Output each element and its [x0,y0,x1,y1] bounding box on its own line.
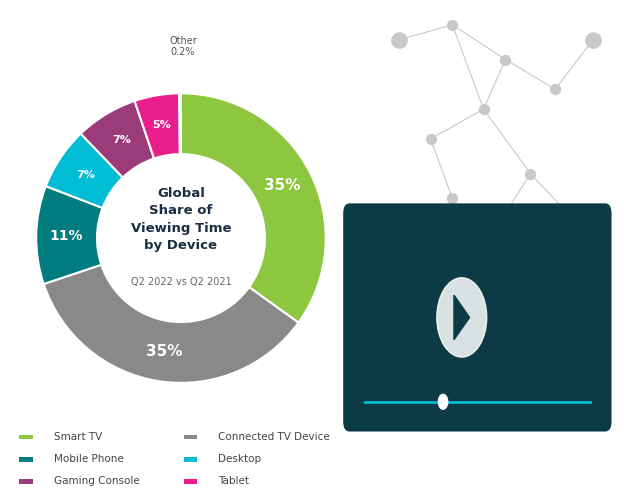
Polygon shape [454,295,469,340]
FancyBboxPatch shape [184,479,197,484]
Text: 11%: 11% [50,229,84,243]
Wedge shape [36,186,102,284]
Point [447,194,457,202]
Wedge shape [46,133,123,208]
Text: Tablet: Tablet [218,477,250,487]
Point [500,56,510,63]
Text: 7%: 7% [76,170,95,180]
Point [494,219,504,227]
Text: Gaming Console: Gaming Console [54,477,139,487]
Text: Other
0.2%: Other 0.2% [169,36,197,57]
Text: Connected TV Device: Connected TV Device [218,432,330,442]
Point [550,85,560,93]
Text: Global
Share of
Viewing Time
by Device: Global Share of Viewing Time by Device [130,186,232,252]
Text: Q2 2022 vs Q2 2021: Q2 2022 vs Q2 2021 [130,276,232,287]
FancyBboxPatch shape [343,203,612,432]
Wedge shape [80,101,154,178]
Point [426,135,436,143]
FancyBboxPatch shape [184,434,197,439]
Point [588,36,598,44]
Text: 5%: 5% [152,121,171,130]
FancyBboxPatch shape [184,457,197,462]
Wedge shape [179,93,181,154]
Point [394,36,404,44]
Point [525,170,535,178]
FancyBboxPatch shape [19,479,32,484]
Text: 7%: 7% [112,135,131,145]
Text: Desktop: Desktop [218,454,261,464]
Text: Mobile Phone: Mobile Phone [54,454,124,464]
Wedge shape [181,93,326,323]
Wedge shape [44,265,298,383]
Circle shape [438,394,447,409]
Wedge shape [135,93,180,159]
Point [572,219,582,227]
Text: Smart TV: Smart TV [54,432,102,442]
FancyBboxPatch shape [19,434,32,439]
Point [447,21,457,29]
Circle shape [437,278,487,357]
FancyBboxPatch shape [19,457,32,462]
Point [479,105,489,113]
Text: 35%: 35% [145,344,182,359]
Text: 35%: 35% [265,179,301,193]
